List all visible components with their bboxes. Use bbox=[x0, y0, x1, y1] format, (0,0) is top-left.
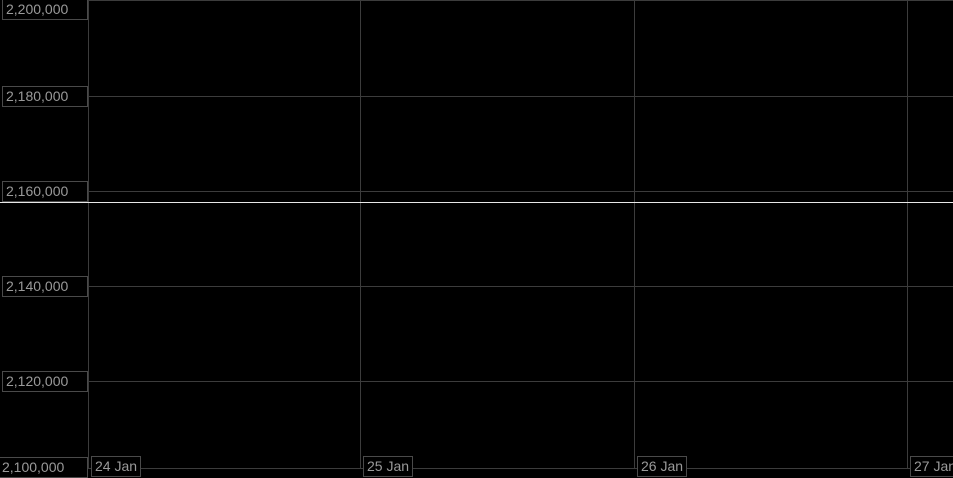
y-axis-line bbox=[88, 0, 89, 468]
highlight-reference-line bbox=[0, 202, 953, 203]
y-axis-label: 2,120,000 bbox=[2, 371, 88, 392]
y-axis-label: 2,100,000 bbox=[0, 457, 88, 478]
x-axis-label: 26 Jan bbox=[637, 456, 688, 477]
y-axis-label: 2,200,000 bbox=[2, 0, 88, 20]
gridline-vertical bbox=[360, 0, 361, 468]
y-axis-label: 2,180,000 bbox=[2, 86, 88, 107]
y-axis-label: 2,160,000 bbox=[2, 181, 88, 202]
gridline-vertical bbox=[634, 0, 635, 468]
gridline-horizontal bbox=[88, 381, 953, 382]
y-axis-label: 2,140,000 bbox=[2, 276, 88, 297]
gridline-horizontal bbox=[88, 0, 953, 1]
x-axis-line bbox=[88, 468, 953, 469]
gridline-horizontal bbox=[88, 191, 953, 192]
gridline-horizontal bbox=[88, 96, 953, 97]
x-axis-label: 24 Jan bbox=[91, 456, 142, 477]
gridline-horizontal bbox=[88, 286, 953, 287]
gridline-vertical bbox=[907, 0, 908, 468]
x-axis-label: 27 Jan bbox=[910, 456, 953, 477]
plot-area[interactable] bbox=[89, 0, 953, 468]
x-axis-label: 25 Jan bbox=[363, 456, 414, 477]
